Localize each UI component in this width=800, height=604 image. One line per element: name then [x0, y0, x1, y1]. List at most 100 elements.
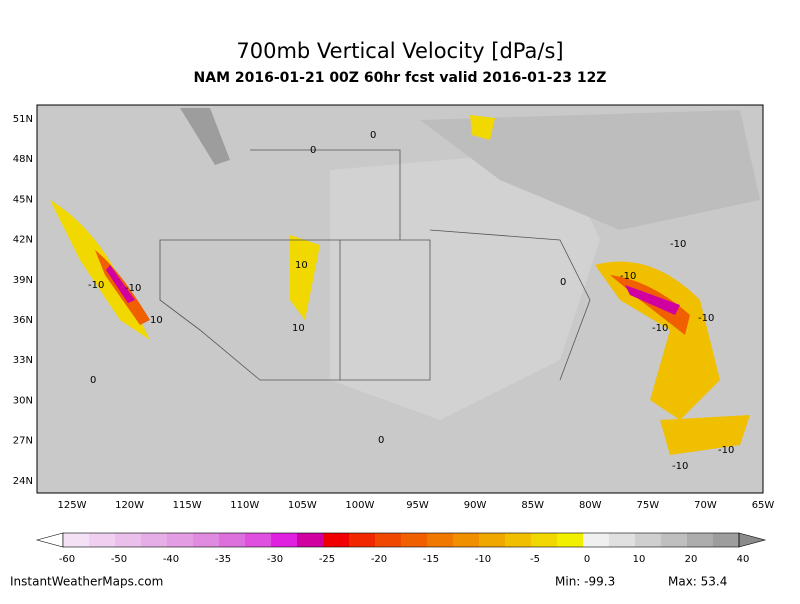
colorbar-swatch: [635, 533, 661, 547]
colorbar-label: -10: [475, 554, 491, 565]
lat-label: 42N: [13, 235, 33, 246]
max-value: Max: 53.4: [668, 575, 727, 589]
ascent-west: [50, 200, 150, 340]
contour-label: -10: [670, 239, 686, 250]
colorbar-swatch: [349, 533, 375, 547]
colorbar-swatch: [687, 533, 713, 547]
lon-label: 120W: [115, 500, 144, 511]
subsidence-region: [420, 110, 760, 230]
colorbar-frame: [62, 532, 740, 548]
lon-label: 90W: [464, 500, 487, 511]
colorbar-swatch: [557, 533, 583, 547]
colorbar-label: 10: [633, 554, 646, 565]
colorbar-swatch: [167, 533, 193, 547]
ascent-atlantic: [660, 415, 750, 455]
contour-label: 0: [370, 130, 376, 141]
colorbar-label: -15: [423, 554, 439, 565]
colorbar-label: -35: [215, 554, 231, 565]
colorbar-swatch: [401, 533, 427, 547]
colorbar-label: 20: [685, 554, 698, 565]
calm-region: [330, 150, 600, 420]
colorbar-swatch: [89, 533, 115, 547]
lat-label: 45N: [13, 194, 33, 205]
lat-label: 36N: [13, 315, 33, 326]
colorbar-label: -40: [163, 554, 179, 565]
colorbar-swatch: [271, 533, 297, 547]
colorbar-swatch: [453, 533, 479, 547]
ascent-rockies: [290, 235, 320, 320]
colorbar-swatch: [583, 533, 609, 547]
colorbar-label: 40: [737, 554, 750, 565]
lat-label: 48N: [13, 154, 33, 165]
colorbar-swatch: [531, 533, 557, 547]
lon-label: 110W: [230, 500, 259, 511]
title: 700mb Vertical Velocity [dPa/s]: [236, 39, 563, 63]
colorbar-swatch: [479, 533, 505, 547]
colorbar-swatch: [219, 533, 245, 547]
colorbar-swatch: [63, 533, 89, 547]
lon-label: 95W: [406, 500, 429, 511]
ascent-west-max: [106, 265, 135, 303]
contour-label: 10: [295, 260, 308, 271]
colorbar-swatch: [505, 533, 531, 547]
ascent-east-max: [625, 285, 680, 315]
lon-label: 125W: [58, 500, 87, 511]
ascent-east: [595, 261, 720, 420]
min-value: Min: -99.3: [555, 575, 615, 589]
lat-label: 27N: [13, 436, 33, 447]
colorbar-label: -20: [371, 554, 387, 565]
lat-label: 51N: [13, 114, 33, 125]
subtitle: NAM 2016-01-21 00Z 60hr fcst valid 2016-…: [194, 70, 607, 86]
contour-label: 0: [310, 145, 316, 156]
contour-label: -10: [672, 461, 688, 472]
colorbar-swatch: [375, 533, 401, 547]
lon-label: 105W: [288, 500, 317, 511]
colorbar-swatch: [323, 533, 349, 547]
colorbar-swatch: [297, 533, 323, 547]
map-area: 0 -10 -10 10 10 -10 -10 -10 -10 -10 0 0 …: [36, 104, 764, 494]
colorbar-swatch: [141, 533, 167, 547]
contour-label: 0: [560, 277, 566, 288]
lat-label: 39N: [13, 275, 33, 286]
colorbar-label: -30: [267, 554, 283, 565]
colorbar-swatch: [115, 533, 141, 547]
lon-label: 85W: [521, 500, 544, 511]
colorbar-swatch: [609, 533, 635, 547]
colorbar-label: -25: [319, 554, 335, 565]
colorbar-high-arrow: [738, 532, 767, 548]
lat-label: 33N: [13, 355, 33, 366]
colorbar-swatch: [661, 533, 687, 547]
contour-label: -10: [698, 313, 714, 324]
colorbar-swatch: [713, 533, 739, 547]
ascent-canada: [470, 115, 495, 140]
colorbar-label: 0: [584, 554, 590, 565]
colorbar-low-arrow: [35, 532, 64, 548]
contour-label: -10: [620, 271, 636, 282]
lon-label: 100W: [345, 500, 374, 511]
contour-label: 0: [90, 375, 96, 386]
contour-label: 0: [378, 435, 384, 446]
colorbar-label: -50: [111, 554, 127, 565]
contour-label: -10: [125, 283, 141, 294]
lon-label: 65W: [752, 500, 775, 511]
contour-label: 10: [150, 315, 163, 326]
contour-label: -10: [652, 323, 668, 334]
colorbar-swatch: [245, 533, 271, 547]
contour-label: -10: [88, 280, 104, 291]
lon-label: 115W: [173, 500, 202, 511]
lat-label: 30N: [13, 395, 33, 406]
contour-label: -10: [718, 445, 734, 456]
lon-label: 75W: [637, 500, 660, 511]
descent-north: [180, 108, 230, 165]
borders: [159, 149, 591, 381]
colorbar-label: -5: [530, 554, 540, 565]
colorbar-swatch: [427, 533, 453, 547]
contour-label: 10: [292, 323, 305, 334]
source: InstantWeatherMaps.com: [10, 575, 163, 589]
colorbar-swatch: [193, 533, 219, 547]
lat-label: 24N: [13, 476, 33, 487]
colorbar-label: -60: [59, 554, 75, 565]
lon-label: 80W: [579, 500, 602, 511]
